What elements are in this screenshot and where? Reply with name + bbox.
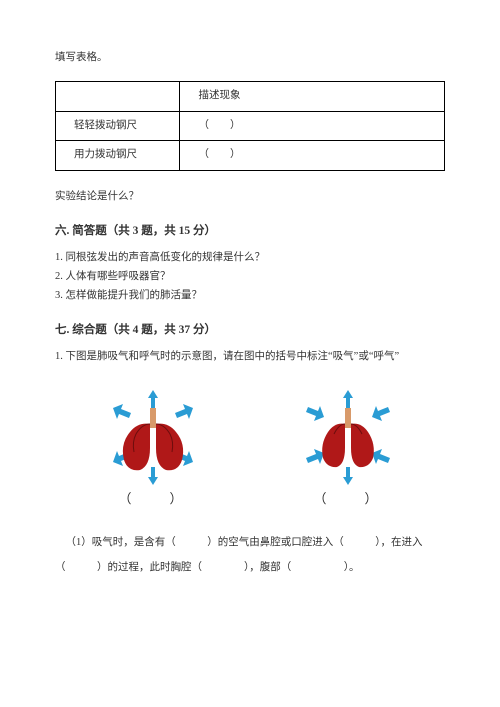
inhale-lung-icon xyxy=(98,390,208,485)
q7-1: 1. 下图是肺吸气和呼气时的示意图，请在图中的括号中标注“吸气”或“呼气” xyxy=(55,349,445,366)
conclusion-question: 实验结论是什么？ xyxy=(55,189,445,206)
table-row: 用力拨动钢尺 （ ） xyxy=(56,141,445,171)
row1-label: 轻轻拨动钢尺 xyxy=(56,111,180,141)
row1-value: （ ） xyxy=(180,111,445,141)
lungs-diagram-row: （ ） （ ） xyxy=(55,390,445,510)
row2-value: （ ） xyxy=(180,141,445,171)
lung-diagram-inhale: （ ） xyxy=(98,390,208,510)
q6-1: 1. 同根弦发出的声音高低变化的规律是什么？ xyxy=(55,250,445,267)
q6-2: 2. 人体有哪些呼吸器官？ xyxy=(55,269,445,286)
fill-blank-sentence: （1）吸气时，是含有（ ）的空气由鼻腔或口腔进入（ ），在进入（ ）的过程，此时… xyxy=(55,530,445,580)
exhale-paren: （ ） xyxy=(313,489,381,510)
table-row: 轻轻拨动钢尺 （ ） xyxy=(56,111,445,141)
observation-table: 描述现象 轻轻拨动钢尺 （ ） 用力拨动钢尺 （ ） xyxy=(55,81,445,171)
header-col2: 描述现象 xyxy=(180,81,445,111)
lung-diagram-exhale: （ ） xyxy=(293,390,403,510)
fill-table-instruction: 填写表格。 xyxy=(55,50,445,67)
section-7-heading: 七. 综合题（共 4 题，共 37 分） xyxy=(55,321,445,339)
exhale-lung-icon xyxy=(293,390,403,485)
table-header-row: 描述现象 xyxy=(56,81,445,111)
row2-label: 用力拨动钢尺 xyxy=(56,141,180,171)
section-6-heading: 六. 简答题（共 3 题，共 15 分） xyxy=(55,222,445,240)
header-empty xyxy=(56,81,180,111)
q6-3: 3. 怎样做能提升我们的肺活量？ xyxy=(55,288,445,305)
inhale-paren: （ ） xyxy=(118,489,186,510)
